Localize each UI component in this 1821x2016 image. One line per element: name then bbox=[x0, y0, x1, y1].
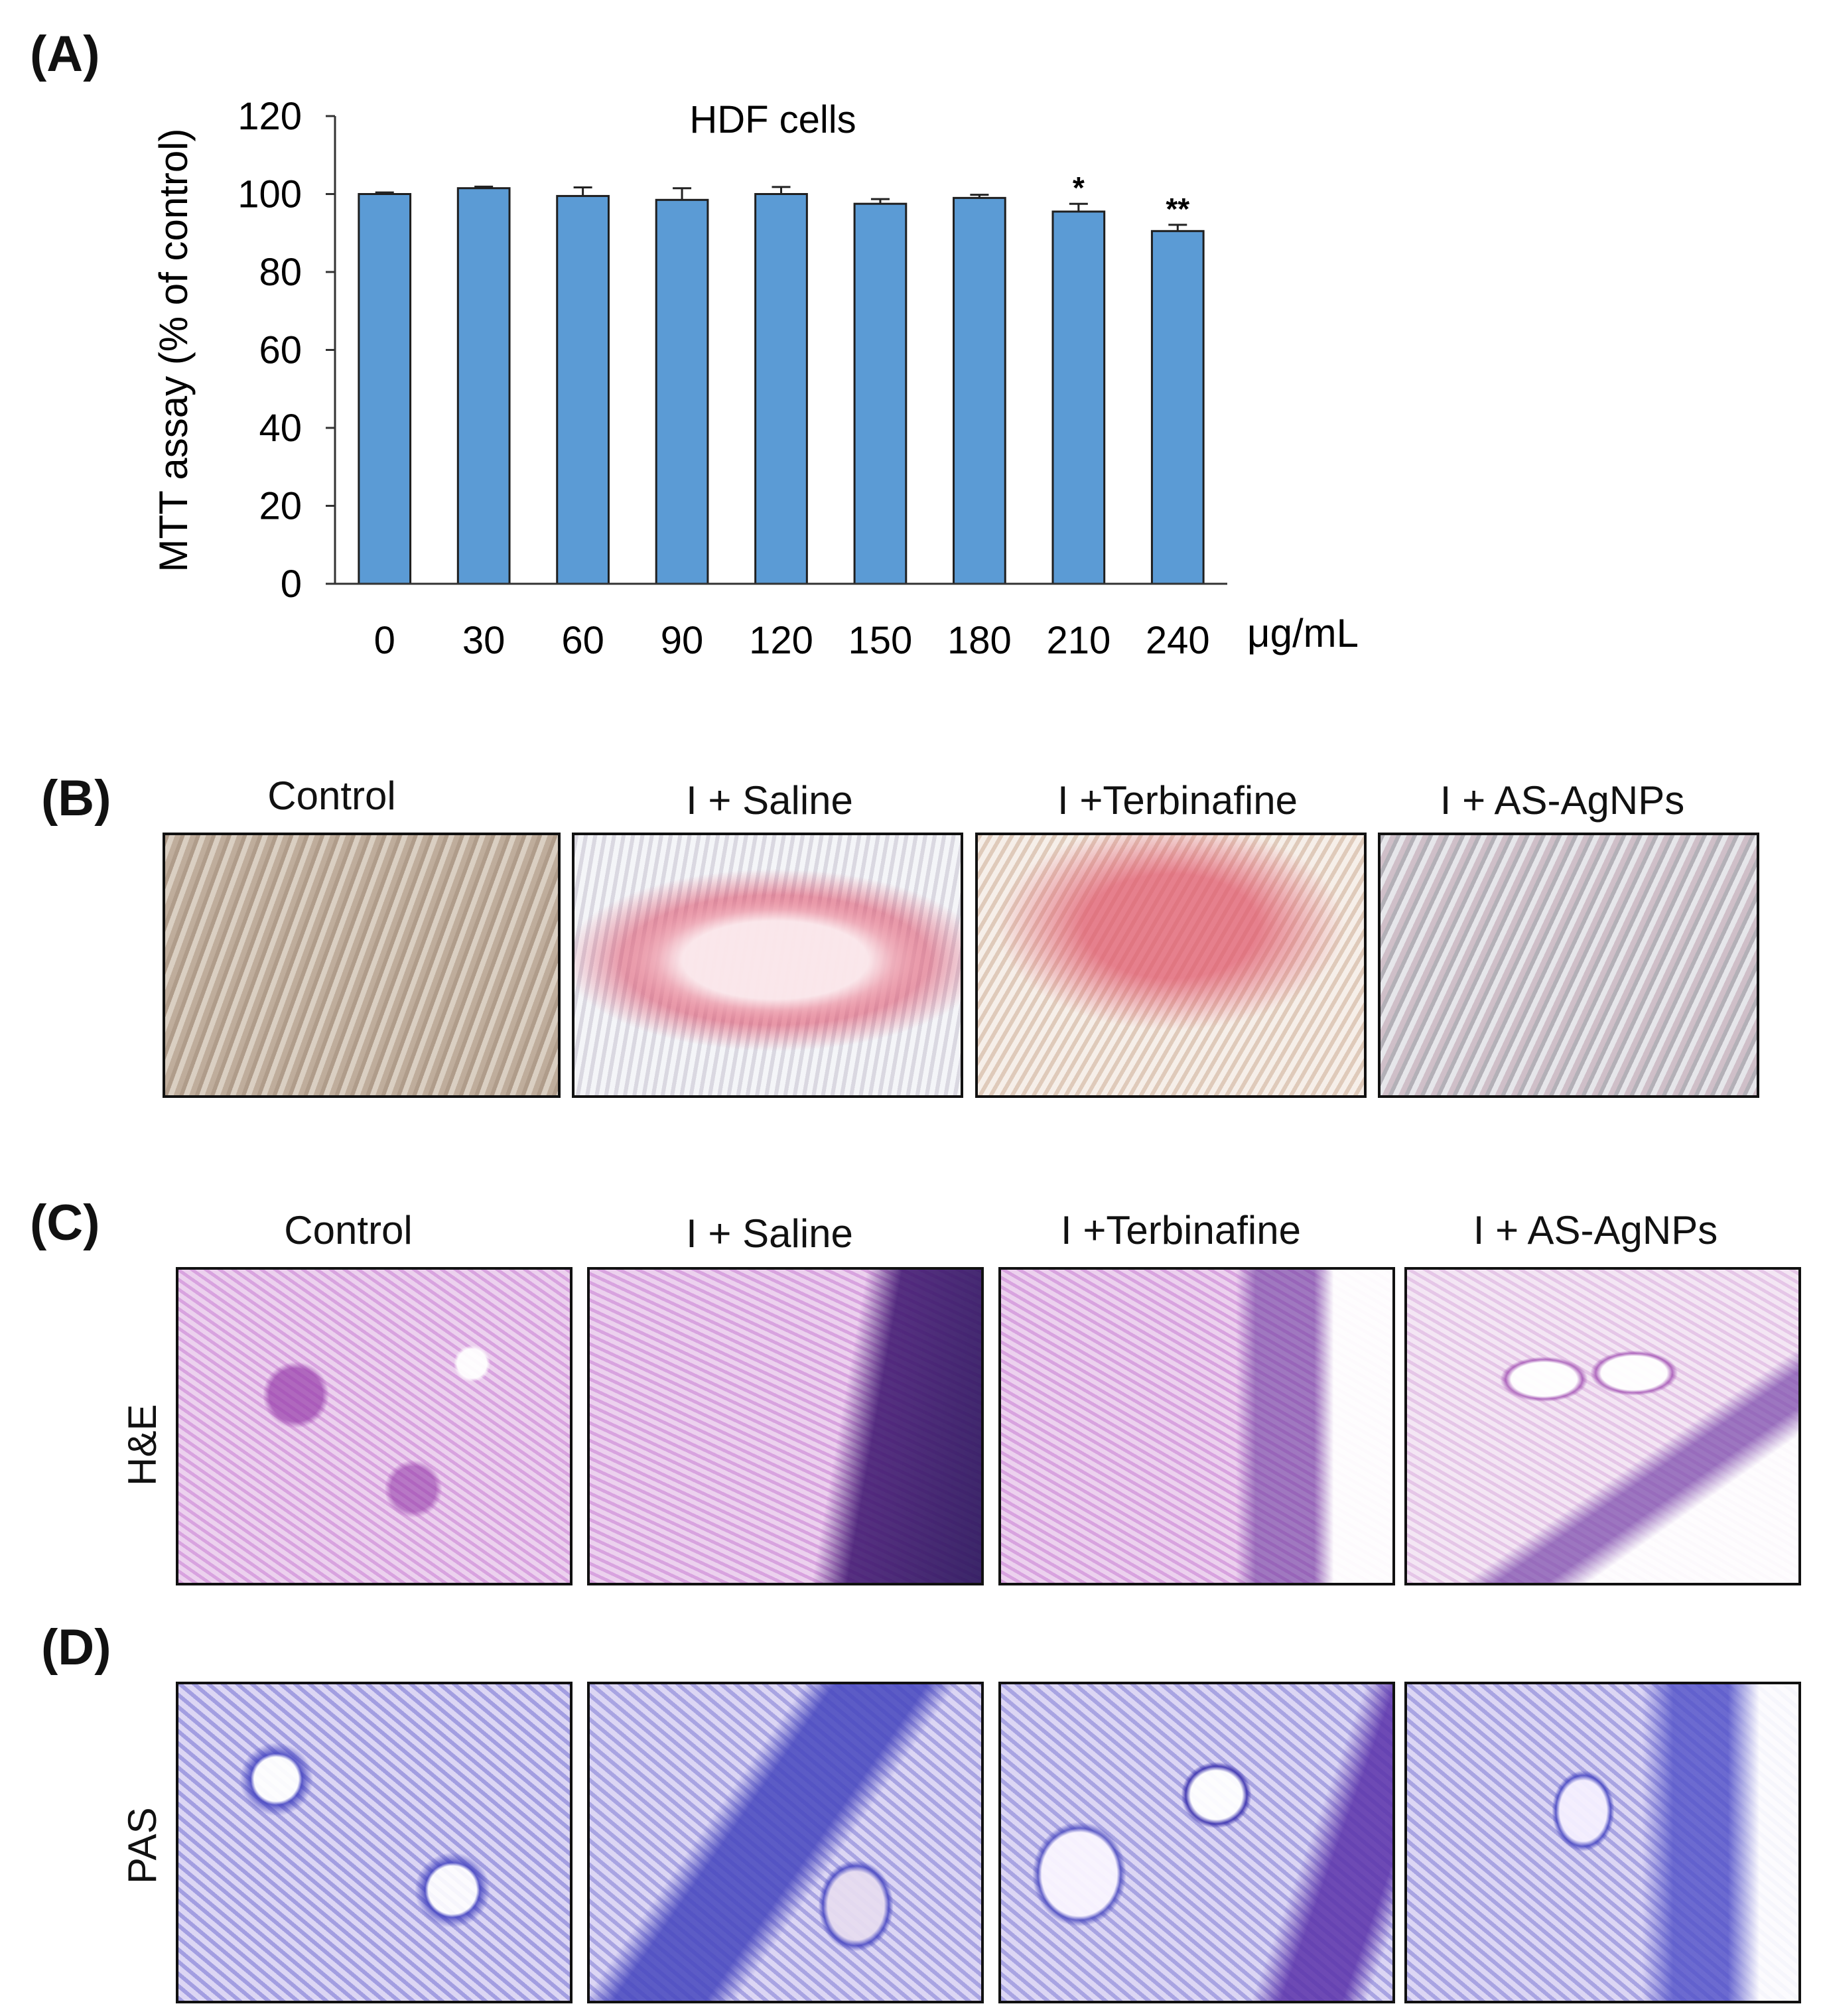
bar bbox=[556, 194, 610, 585]
b-col-label-agnps: I + AS-AgNPs bbox=[1440, 778, 1685, 823]
x-tick-label: 180 bbox=[947, 619, 1012, 662]
b-photo-control bbox=[163, 833, 561, 1098]
y-tick-label: 120 bbox=[237, 95, 302, 138]
bar bbox=[358, 193, 412, 585]
x-tick-label: 90 bbox=[661, 619, 704, 662]
bar bbox=[655, 198, 709, 585]
bar bbox=[1150, 230, 1205, 585]
d-image-control bbox=[176, 1682, 573, 2003]
c-col-label-saline: I + Saline bbox=[686, 1211, 853, 1256]
b-photo-agnps bbox=[1378, 833, 1759, 1098]
d-image-saline bbox=[587, 1682, 984, 2003]
chart-xlabel: μg/mL bbox=[1247, 611, 1359, 655]
b-photo-terbinafine bbox=[975, 833, 1367, 1098]
c-col-label-terbinafine: I +Terbinafine bbox=[1061, 1208, 1301, 1252]
bar bbox=[853, 202, 908, 585]
b-col-label-terbinafine: I +Terbinafine bbox=[1057, 778, 1298, 823]
chart-ylabel: MTT assay (% of control) bbox=[151, 128, 196, 572]
row-label-he: H&E bbox=[120, 1404, 165, 1486]
c-image-control bbox=[176, 1267, 573, 1585]
panel-d-label: (D) bbox=[41, 1619, 111, 1676]
x-tick-label: 240 bbox=[1146, 619, 1210, 662]
panel-a-label: (A) bbox=[30, 26, 100, 82]
panel-c-label: (C) bbox=[30, 1195, 100, 1251]
y-tick-label: 0 bbox=[281, 563, 302, 606]
y-tick-label: 40 bbox=[259, 407, 302, 450]
significance-marker: ** bbox=[1166, 192, 1189, 226]
y-tick-label: 60 bbox=[259, 329, 302, 372]
bar bbox=[953, 196, 1006, 585]
y-tick-label: 80 bbox=[259, 251, 302, 294]
bar bbox=[754, 193, 808, 585]
row-label-pas: PAS bbox=[120, 1807, 165, 1884]
panel-b-label: (B) bbox=[41, 770, 111, 827]
b-photo-saline bbox=[572, 833, 963, 1098]
c-image-agnps bbox=[1404, 1267, 1801, 1585]
y-tick-label: 20 bbox=[259, 485, 302, 528]
d-image-agnps bbox=[1404, 1682, 1801, 2003]
x-tick-label: 60 bbox=[561, 619, 604, 662]
x-tick-label: 150 bbox=[848, 619, 913, 662]
x-tick-label: 0 bbox=[374, 619, 395, 662]
c-col-label-control: Control bbox=[284, 1208, 413, 1252]
x-tick-label: 120 bbox=[749, 619, 813, 662]
d-image-terbinafine bbox=[998, 1682, 1395, 2003]
c-image-terbinafine bbox=[998, 1267, 1395, 1585]
c-col-label-agnps: I + AS-AgNPs bbox=[1473, 1208, 1718, 1252]
x-tick-label: 210 bbox=[1046, 619, 1111, 662]
significance-marker: * bbox=[1073, 170, 1085, 205]
chart-title: HDF cells bbox=[689, 98, 856, 141]
c-image-saline bbox=[587, 1267, 984, 1585]
b-col-label-control: Control bbox=[267, 773, 396, 818]
b-col-label-saline: I + Saline bbox=[686, 778, 853, 823]
x-tick-label: 30 bbox=[462, 619, 506, 662]
bar bbox=[1051, 210, 1106, 585]
bar bbox=[456, 187, 511, 585]
y-tick-label: 100 bbox=[237, 173, 302, 216]
